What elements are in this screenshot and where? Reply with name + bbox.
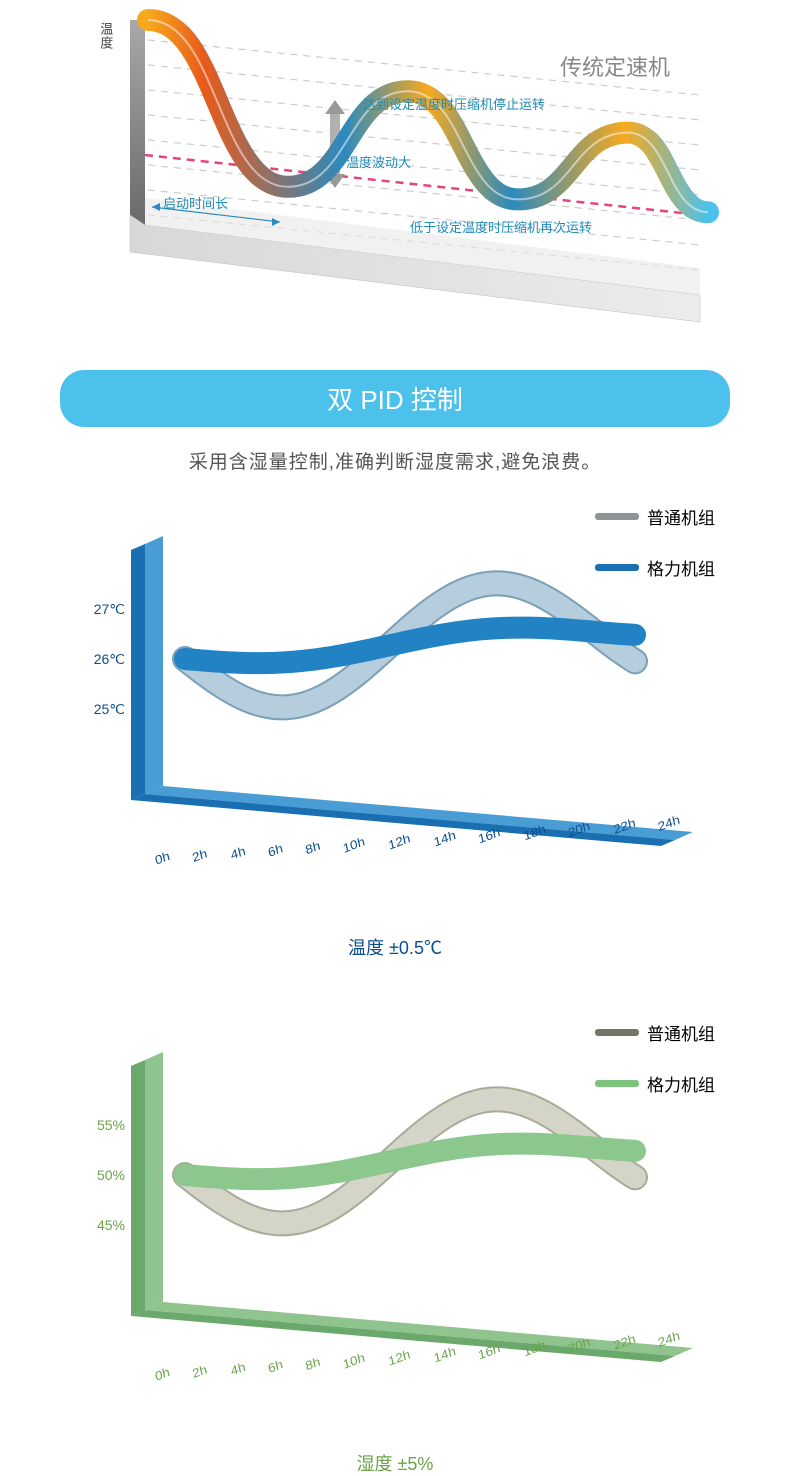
ytick: 55% <box>85 1117 125 1133</box>
humidity-chart: 普通机组 格力机组 55%50%45% 0h2h4h6h8h10h12h14h1… <box>75 1020 715 1410</box>
label-trough: 低于设定温度时压缩机再次运转 <box>410 217 592 236</box>
chart3-legend: 普通机组 格力机组 <box>595 1020 715 1122</box>
chart2-legend: 普通机组 格力机组 <box>595 504 715 606</box>
temperature-chart: 普通机组 格力机组 27℃26℃25℃ 0h2h4h6h8h10h12h14h1… <box>75 504 715 894</box>
xtick: 2h <box>191 1362 209 1381</box>
legend-gree: 格力机组 <box>595 1071 715 1096</box>
ytick: 27℃ <box>85 601 125 618</box>
ytick: 45% <box>85 1217 125 1233</box>
xtick: 4h <box>229 1359 247 1378</box>
section-header: 双 PID 控制 <box>60 370 730 427</box>
xtick: 8h <box>304 838 322 857</box>
xtick: 2h <box>191 846 209 865</box>
xtick: 0h <box>154 848 172 867</box>
ytick: 50% <box>85 1167 125 1183</box>
legend-gree: 格力机组 <box>595 555 715 580</box>
xtick: 6h <box>267 841 285 860</box>
label-peak: 达到设定温度时压缩机停止运转 <box>363 94 545 113</box>
xtick: 0h <box>154 1364 172 1383</box>
ytick: 25℃ <box>85 701 125 718</box>
xtick: 8h <box>304 1354 322 1373</box>
chart2-caption: 温度 ±0.5℃ <box>60 934 730 960</box>
legend-normal: 普通机组 <box>595 1020 715 1045</box>
ytick: 26℃ <box>85 651 125 668</box>
yaxis-label: 温度 <box>98 22 112 50</box>
label-startup: 启动时间长 <box>163 193 228 212</box>
chart3-caption: 湿度 ±5% <box>60 1450 730 1476</box>
chart1-title: 传统定速机 <box>560 50 670 82</box>
traditional-chart: 温度 传统定速机 启动时间长 达到设定温度时压缩机停止运转 温度波动大 低于设定… <box>60 0 730 340</box>
legend-normal: 普通机组 <box>595 504 715 529</box>
xtick: 6h <box>267 1357 285 1376</box>
xtick: 4h <box>229 843 247 862</box>
label-fluctuation: 温度波动大 <box>346 152 411 171</box>
section-subtitle: 采用含湿量控制,准确判断湿度需求,避免浪费。 <box>60 447 730 474</box>
